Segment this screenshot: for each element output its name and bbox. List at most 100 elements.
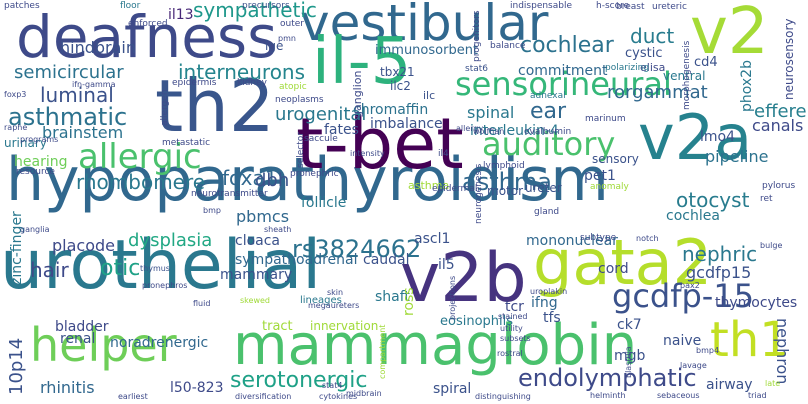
word-82: il5 [438,258,455,272]
word-130: il4 [438,150,449,159]
word-75: spiral [433,382,471,396]
word-181: triad [748,392,767,400]
word-180: sebaceous [657,392,700,400]
word-151: gland [534,208,559,217]
word-150: ret [760,195,773,204]
word-116: indispensable [510,2,572,11]
word-86-rot: nephron [772,318,790,384]
word-103: ganglion [351,71,364,119]
word-59: sympathoadrenal [235,253,357,267]
word-41: rhinitis [40,380,95,396]
word-123: polarizing [605,64,649,73]
word-138: epidermis [172,79,217,88]
word-29: nephric [682,244,757,264]
word-74: renal [60,332,95,346]
word-140: ifn-gamma [72,81,115,89]
word-46: thymocytes [715,296,797,310]
word-124: morphogenesis [682,41,692,110]
word-28: otocyst [676,190,749,210]
word-47: noradrenergic [110,336,208,350]
word-177: earliest [118,393,148,401]
word-126: marinum [585,115,626,124]
word-118: h-score [596,2,629,11]
word-165: projections [448,276,457,320]
word-149: pylorus [762,182,795,191]
word-92: cd4 [694,56,718,69]
word-66: mammary [220,268,292,282]
word-19: endolymphatic [518,366,697,390]
word-55: pipeline [705,149,768,165]
word-129: allergy [456,125,483,133]
word-80: tract [262,320,293,333]
word-90-rot: phox2b [738,60,756,112]
word-60: pbmcs [236,209,289,225]
word-63: imbalance [370,117,443,131]
word-91-rot: neurosensory [780,19,798,100]
word-169: blastula [624,346,633,378]
word-124-rot: morphogenesis [676,41,694,110]
word-157: notch [636,235,659,243]
word-184-rot: ross [400,287,418,316]
word-61: follicle [301,196,346,210]
word-95: ureter [525,182,562,194]
word-152: neurogenesis [474,164,484,224]
word-110: pronephros [142,282,187,290]
word-176: diversification [235,393,291,401]
word-163: skewed [240,297,270,305]
word-101: ilc2 [390,80,411,92]
word-154: sheath [264,226,291,234]
word-57: commitment [518,64,608,78]
word-100: tbx21 [380,66,415,78]
word-135: neoplasms [275,96,324,105]
word-52: spinal [467,105,514,121]
word-146: neurotransmitter [191,190,268,199]
word-104: ilc [423,90,435,101]
word-141: foxp3 [4,91,26,99]
word-77: ck7 [617,318,642,332]
word-85-rot: zinc-finger [8,211,26,285]
word-171: bmp4 [696,347,719,355]
word-37: hair [30,260,69,280]
word-70: cord [598,262,629,276]
word-139: allergen [160,89,170,126]
word-134: selector [296,132,306,168]
word-122-rot: progenitors [466,10,484,62]
word-168: stained [498,313,528,321]
word-84-rot: 10p14 [8,338,27,395]
word-76: airway [706,378,753,392]
word-69: ifng [531,296,558,310]
word-90: phox2b [739,60,755,112]
word-106: stat6 [465,65,488,74]
word-113: floor [120,2,140,11]
word-119: outer [280,20,304,29]
word-183: compartment [378,325,387,379]
word-98: cystic [625,47,662,60]
word-93: sensory [592,153,639,165]
word-81: innervation [310,320,378,332]
word-112: patches [4,2,40,11]
word-145: resource [16,168,55,177]
word-44: gcdfp15 [686,265,751,281]
word-39: dbh [255,172,289,190]
word-133: saccule [304,135,338,144]
word-34: ear [530,101,566,123]
word-142: raphe [4,124,27,132]
word-89: lmo4 [700,130,735,144]
word-86: nephron [773,318,792,384]
word-160: megaureters [308,302,359,310]
word-79: l50-823 [170,381,223,395]
word-164: fluid [193,300,210,308]
word-84: 10p14 [6,338,27,395]
word-121: balance [490,42,525,51]
word-88: cochlea [666,209,720,223]
word-173: stat4 [322,382,342,390]
word-183-rot: compartment [372,325,390,379]
word-56: immunosorbent [375,44,478,57]
word-127: ovalbumin [524,128,571,137]
word-131: lymphoid [483,162,525,171]
word-155: ganglia [20,226,49,234]
word-132: intensity [350,150,385,158]
word-178: distinguishing [475,393,531,401]
word-54: canals [752,118,803,134]
